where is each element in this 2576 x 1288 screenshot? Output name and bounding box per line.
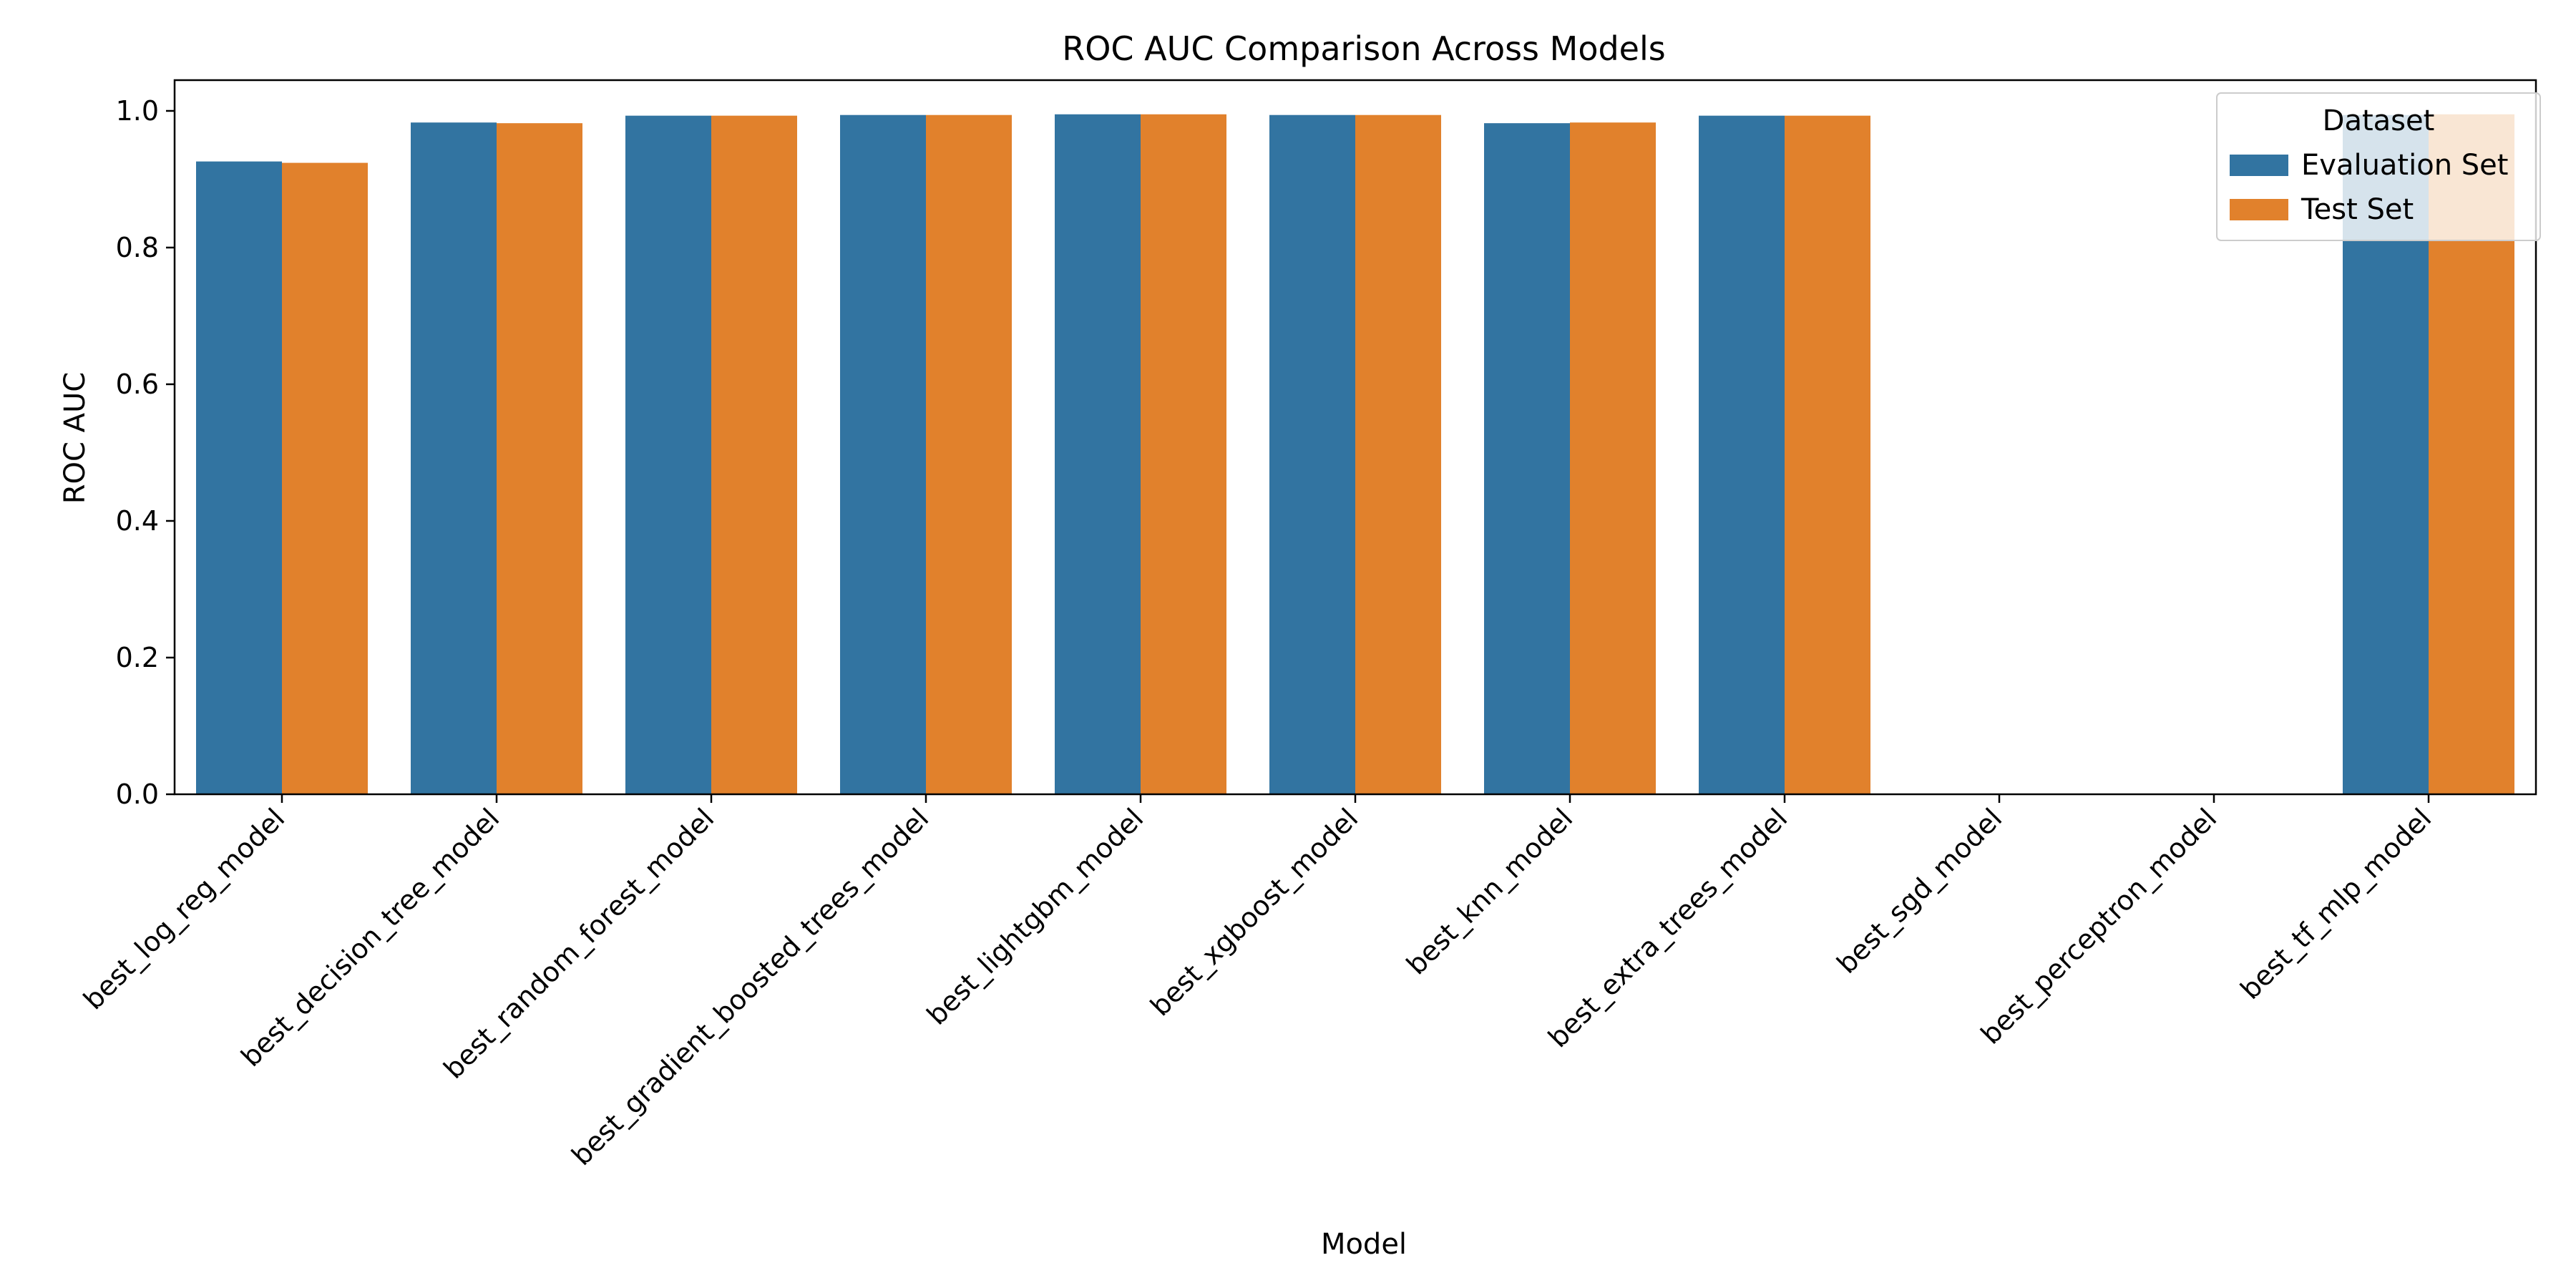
- bar-evaluation-set-best_lightgbm_model: [1055, 114, 1141, 794]
- bar-evaluation-set-best_random_forest_model: [625, 115, 711, 794]
- y-tick-label: 1.0: [116, 95, 159, 127]
- bar-evaluation-set-best_extra_trees_model: [1699, 115, 1785, 794]
- bar-test-set-best_xgboost_model: [1355, 114, 1441, 794]
- bar-test-set-best_gradient_boosted_trees_model: [926, 114, 1012, 794]
- bar-test-set-best_knn_model: [1570, 122, 1656, 794]
- x-tick-label: best_perceptron_model: [1975, 802, 2223, 1050]
- y-tick-label: 0.4: [116, 505, 159, 537]
- x-tick-label: best_log_reg_model: [77, 802, 291, 1015]
- bar-test-set-best_log_reg_model: [282, 162, 368, 795]
- y-tick-label: 0.0: [116, 779, 159, 810]
- y-tick-label: 0.2: [116, 642, 159, 673]
- y-axis-label: ROC AUC: [59, 372, 92, 504]
- legend-title: Dataset: [2323, 104, 2435, 137]
- legend-box: [2216, 92, 2541, 241]
- bar-evaluation-set-best_xgboost_model: [1269, 114, 1355, 794]
- bar-test-set-best_lightgbm_model: [1141, 114, 1226, 794]
- x-tick-label: best_gradient_boosted_trees_model: [565, 802, 935, 1171]
- x-tick-label: best_extra_trees_model: [1542, 802, 1793, 1053]
- bar-evaluation-set-best_knn_model: [1484, 123, 1570, 794]
- bar-test-set-best_extra_trees_model: [1785, 115, 1870, 794]
- bar-evaluation-set-best_decision_tree_model: [411, 122, 497, 794]
- bars-layer: [196, 114, 2514, 795]
- bar-evaluation-set-best_gradient_boosted_trees_model: [840, 114, 926, 794]
- chart-title: ROC AUC Comparison Across Models: [1062, 29, 1665, 68]
- x-tick-label: best_lightgbm_model: [921, 802, 1150, 1031]
- bar-evaluation-set-best_log_reg_model: [196, 161, 282, 795]
- legend-entry: Test Set: [2301, 193, 2414, 226]
- x-tick-label: best_xgboost_model: [1144, 802, 1364, 1022]
- x-axis-label: Model: [1321, 1228, 1407, 1261]
- legend-swatch: [2230, 155, 2288, 176]
- x-tick-label: best_decision_tree_model: [235, 802, 505, 1073]
- y-tick-label: 0.6: [116, 369, 159, 400]
- x-tick-label: best_sgd_model: [1830, 802, 2008, 980]
- legend: Dataset Evaluation Set Test Set: [2216, 92, 2541, 241]
- bar-test-set-best_random_forest_model: [711, 115, 797, 794]
- legend-swatch: [2230, 199, 2288, 220]
- y-tick-label: 0.8: [116, 232, 159, 263]
- x-tick-label: best_knn_model: [1400, 802, 1579, 980]
- bar-test-set-best_decision_tree_model: [497, 123, 582, 794]
- x-tick-label: best_tf_mlp_model: [2234, 802, 2437, 1005]
- legend-entry: Evaluation Set: [2301, 149, 2508, 182]
